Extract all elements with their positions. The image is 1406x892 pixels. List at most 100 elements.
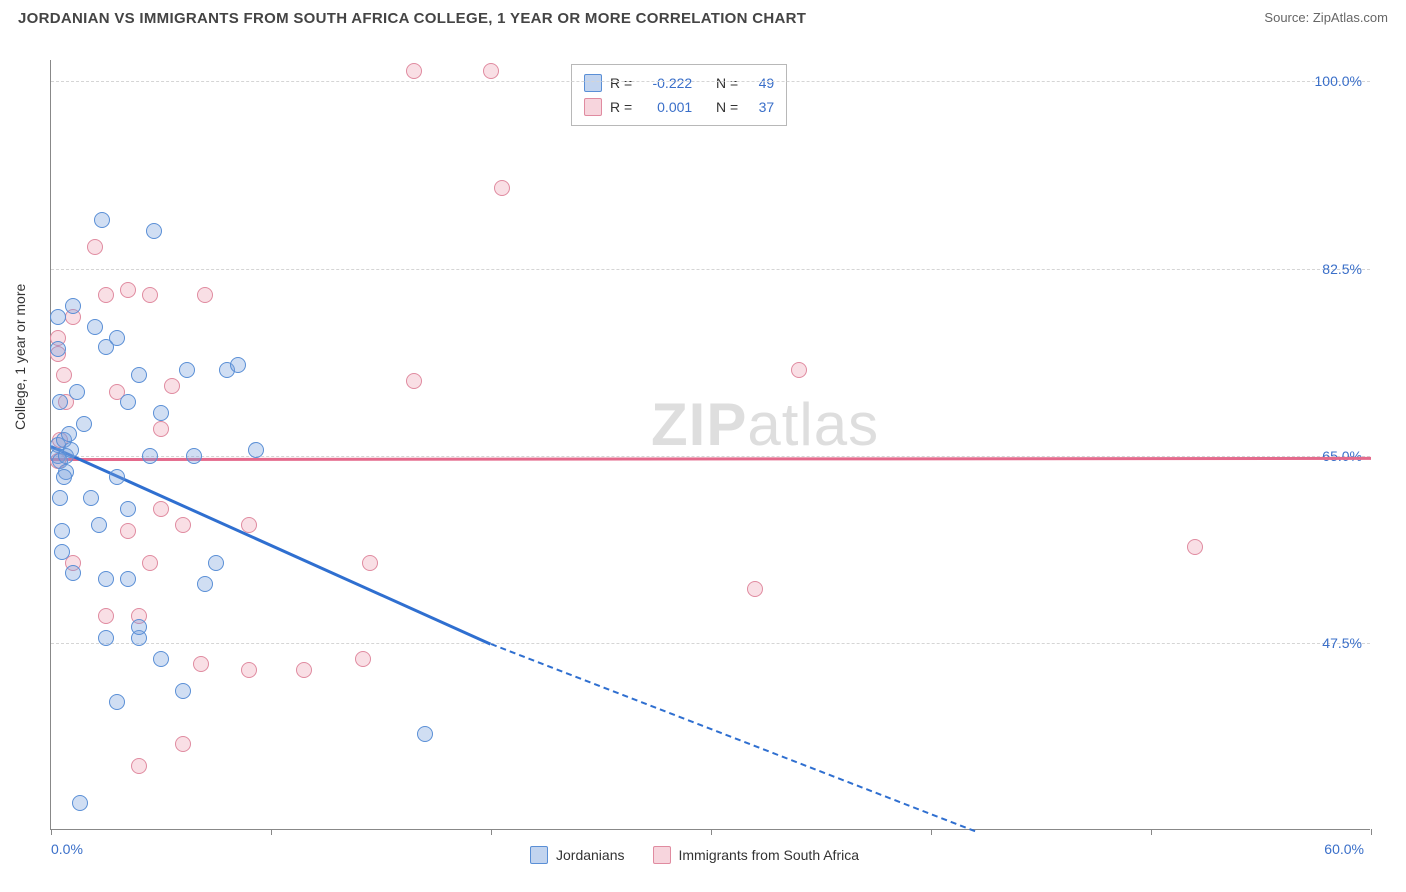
scatter-point-jordanians [98,630,114,646]
scatter-point-sa [362,555,378,571]
legend-row-jordanians: R = -0.222 N = 49 [584,71,774,95]
scatter-point-jordanians [94,212,110,228]
scatter-point-sa [241,662,257,678]
x-tick-mark [931,829,932,835]
scatter-point-jordanians [98,571,114,587]
trend-line [51,457,1371,461]
scatter-point-sa [56,367,72,383]
chart-header: JORDANIAN VS IMMIGRANTS FROM SOUTH AFRIC… [0,0,1406,33]
scatter-point-jordanians [65,565,81,581]
scatter-point-jordanians [197,576,213,592]
scatter-point-sa [120,282,136,298]
scatter-point-sa [98,608,114,624]
scatter-point-jordanians [54,544,70,560]
scatter-point-sa [142,555,158,571]
scatter-point-jordanians [417,726,433,742]
legend-item-jordanians: Jordanians [530,846,625,864]
scatter-point-jordanians [50,309,66,325]
x-tick-mark [491,829,492,835]
legend-row-sa: R = 0.001 N = 37 [584,95,774,119]
scatter-point-jordanians [50,341,66,357]
scatter-point-jordanians [142,448,158,464]
scatter-point-sa [406,63,422,79]
scatter-point-sa [494,180,510,196]
x-tick-mark [1151,829,1152,835]
scatter-point-jordanians [120,571,136,587]
scatter-point-jordanians [87,319,103,335]
scatter-point-sa [193,656,209,672]
x-tick-start-label: 0.0% [51,841,83,857]
swatch-pink-icon [653,846,671,864]
swatch-blue-icon [584,74,602,92]
scatter-point-sa [87,239,103,255]
scatter-point-sa [153,501,169,517]
swatch-blue-icon [530,846,548,864]
scatter-point-jordanians [131,367,147,383]
scatter-point-sa [747,581,763,597]
scatter-point-sa [406,373,422,389]
scatter-point-sa [175,517,191,533]
trend-line-dashed [491,643,976,832]
y-tick-label: 100.0% [1315,73,1362,89]
scatter-point-jordanians [83,490,99,506]
gridline [51,81,1370,82]
source-link[interactable]: ZipAtlas.com [1313,10,1388,25]
scatter-point-jordanians [230,357,246,373]
y-tick-label: 47.5% [1322,635,1362,651]
x-tick-mark [51,829,52,835]
scatter-point-jordanians [109,694,125,710]
scatter-point-sa [241,517,257,533]
scatter-point-sa [483,63,499,79]
scatter-point-jordanians [72,795,88,811]
scatter-point-jordanians [131,619,147,635]
scatter-point-jordanians [69,384,85,400]
scatter-point-sa [131,758,147,774]
scatter-point-jordanians [186,448,202,464]
scatter-point-jordanians [248,442,264,458]
x-tick-mark [1371,829,1372,835]
scatter-point-sa [791,362,807,378]
scatter-point-jordanians [153,651,169,667]
scatter-point-jordanians [63,442,79,458]
scatter-point-jordanians [208,555,224,571]
y-tick-label: 82.5% [1322,261,1362,277]
scatter-point-jordanians [120,501,136,517]
y-tick-label: 65.0% [1322,448,1362,464]
scatter-point-sa [142,287,158,303]
scatter-point-sa [164,378,180,394]
scatter-point-sa [1187,539,1203,555]
scatter-point-jordanians [179,362,195,378]
scatter-point-jordanians [146,223,162,239]
scatter-point-sa [175,736,191,752]
scatter-point-jordanians [153,405,169,421]
gridline [51,643,1370,644]
scatter-point-jordanians [175,683,191,699]
scatter-point-jordanians [76,416,92,432]
y-axis-label: College, 1 year or more [12,284,28,430]
scatter-point-sa [120,523,136,539]
watermark: ZIPatlas [651,390,879,459]
scatter-point-jordanians [109,469,125,485]
scatter-point-jordanians [91,517,107,533]
scatter-point-jordanians [56,469,72,485]
scatter-point-sa [355,651,371,667]
scatter-chart: ZIPatlas R = -0.222 N = 49 R = 0.001 N =… [50,60,1370,830]
source-label: Source: ZipAtlas.com [1264,10,1388,27]
scatter-point-jordanians [120,394,136,410]
x-tick-end-label: 60.0% [1324,841,1364,857]
scatter-point-jordanians [52,394,68,410]
x-tick-mark [271,829,272,835]
series-legend: Jordanians Immigrants from South Africa [530,846,859,864]
scatter-point-sa [296,662,312,678]
scatter-point-sa [98,287,114,303]
scatter-point-jordanians [61,426,77,442]
scatter-point-sa [197,287,213,303]
correlation-legend: R = -0.222 N = 49 R = 0.001 N = 37 [571,64,787,126]
chart-title: JORDANIAN VS IMMIGRANTS FROM SOUTH AFRIC… [18,10,806,27]
scatter-point-sa [153,421,169,437]
scatter-point-jordanians [65,298,81,314]
scatter-point-jordanians [54,523,70,539]
gridline [51,269,1370,270]
x-tick-mark [711,829,712,835]
scatter-point-jordanians [109,330,125,346]
